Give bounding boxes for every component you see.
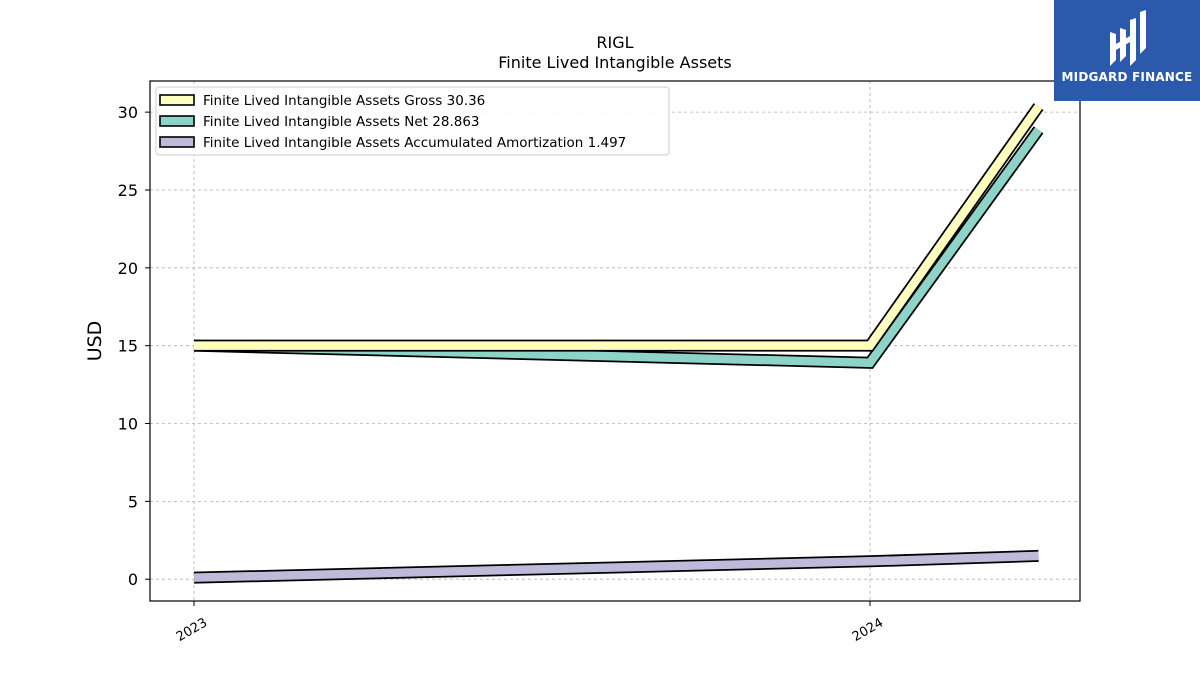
series-line-fill xyxy=(193,127,1042,368)
series-line-outline xyxy=(193,126,1044,369)
series-line xyxy=(194,103,1044,352)
logo-text: MIDGARD FINANCE xyxy=(1061,70,1193,84)
legend: Finite Lived Intangible Assets Gross 30.… xyxy=(155,86,670,156)
legend-swatch xyxy=(159,94,195,106)
y-tick-label: 25 xyxy=(118,181,138,200)
series-line-fill xyxy=(193,551,1039,582)
chart-subtitle: Finite Lived Intangible Assets xyxy=(498,53,731,72)
y-tick-label: 30 xyxy=(118,103,138,122)
legend-label: Finite Lived Intangible Assets Gross 30.… xyxy=(203,93,485,109)
x-tick-label: 2024 xyxy=(850,615,886,645)
y-tick-label: 0 xyxy=(128,570,138,589)
legend-label: Finite Lived Intangible Assets Accumulat… xyxy=(203,135,626,151)
legend-swatch xyxy=(159,115,195,127)
chart-title: RIGL xyxy=(596,33,633,52)
y-tick-label: 5 xyxy=(128,492,138,511)
x-tick-label: 2023 xyxy=(174,615,210,645)
midgard-logo-icon xyxy=(1110,10,1146,66)
y-axis: 0 5 10 15 20 25 30 xyxy=(118,103,150,589)
y-tick-label: 20 xyxy=(118,259,138,278)
series-line xyxy=(193,126,1044,369)
legend-label: Finite Lived Intangible Assets Net 28.86… xyxy=(203,114,480,130)
brand-logo: MIDGARD FINANCE xyxy=(1054,0,1200,101)
legend-box xyxy=(155,86,670,156)
y-tick-label: 15 xyxy=(118,337,138,356)
x-axis: 2023 2024 xyxy=(174,601,886,645)
series-layer xyxy=(193,103,1044,584)
y-tick-label: 10 xyxy=(118,415,138,434)
y-axis-label: USD xyxy=(84,321,106,362)
legend-swatch xyxy=(159,136,195,148)
plot-frame xyxy=(149,80,1081,602)
series-line-fill xyxy=(194,104,1043,350)
series-line xyxy=(193,549,1039,584)
